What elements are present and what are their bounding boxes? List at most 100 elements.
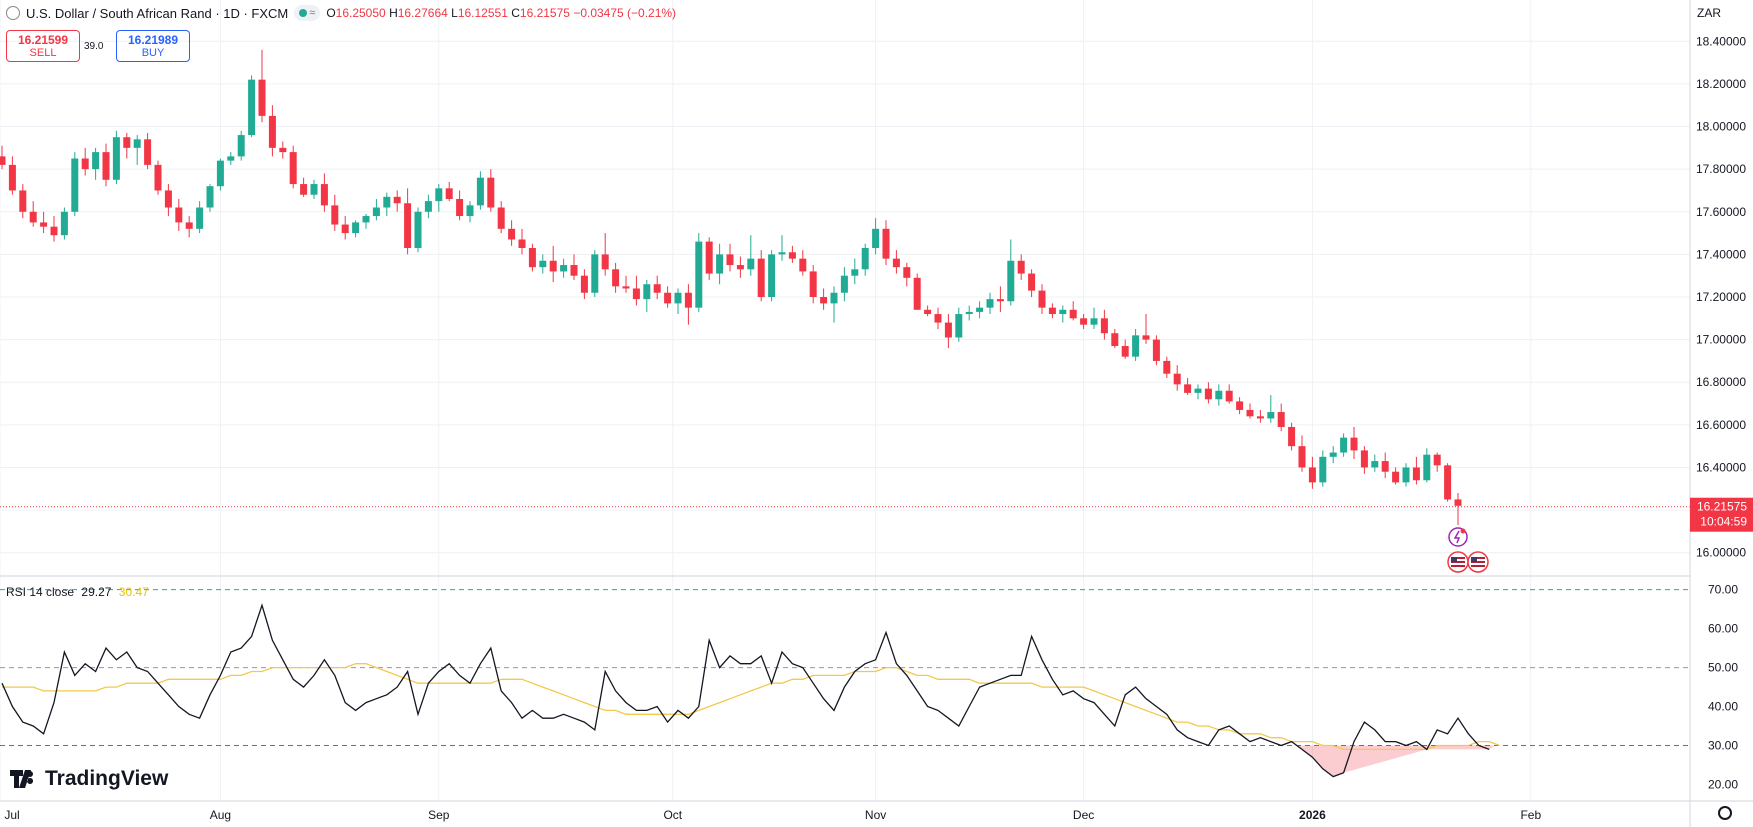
candle[interactable]	[435, 184, 443, 212]
candle[interactable]	[788, 245, 796, 263]
candle[interactable]	[840, 267, 848, 302]
candle[interactable]	[352, 220, 360, 238]
candle[interactable]	[1007, 239, 1015, 306]
candle[interactable]	[341, 216, 349, 240]
candle[interactable]	[1121, 339, 1129, 359]
candle[interactable]	[1236, 397, 1244, 415]
candle[interactable]	[268, 105, 276, 157]
candle[interactable]	[601, 233, 609, 276]
candle[interactable]	[175, 198, 183, 231]
candle[interactable]	[1423, 448, 1431, 483]
candle[interactable]	[1350, 426, 1358, 459]
candle[interactable]	[1163, 356, 1171, 378]
candle[interactable]	[1090, 307, 1098, 329]
candle[interactable]	[1204, 382, 1212, 404]
buy-button[interactable]: 16.21989 BUY	[116, 30, 190, 62]
candle[interactable]	[404, 188, 412, 255]
candle[interactable]	[539, 254, 547, 274]
candle[interactable]	[1381, 452, 1389, 479]
candle[interactable]	[1173, 365, 1181, 391]
candle[interactable]	[1142, 314, 1150, 344]
candle[interactable]	[476, 171, 484, 210]
candle[interactable]	[466, 201, 474, 223]
us-flag-event-icon[interactable]	[1467, 551, 1489, 573]
market-status-pill[interactable]: ≈	[294, 5, 321, 21]
candle[interactable]	[684, 284, 692, 325]
candle[interactable]	[248, 75, 256, 138]
candle[interactable]	[123, 132, 131, 159]
candle[interactable]	[289, 145, 297, 189]
candle[interactable]	[50, 216, 58, 242]
candle[interactable]	[622, 275, 630, 293]
candle[interactable]	[206, 184, 214, 212]
candle[interactable]	[518, 228, 526, 255]
candle[interactable]	[653, 275, 661, 300]
candle[interactable]	[1433, 452, 1441, 472]
candle[interactable]	[861, 243, 869, 276]
currency-selector[interactable]: ZAR	[1697, 6, 1721, 20]
candle[interactable]	[820, 288, 828, 310]
candle[interactable]	[903, 262, 911, 287]
sell-button[interactable]: 16.21599 SELL	[6, 30, 80, 62]
candle[interactable]	[92, 147, 100, 180]
candle[interactable]	[986, 292, 994, 315]
candle[interactable]	[445, 181, 453, 202]
tradingview-logo[interactable]: TradingView	[10, 767, 168, 791]
candle[interactable]	[1412, 456, 1420, 485]
candle[interactable]	[1215, 384, 1223, 406]
candle[interactable]	[716, 243, 724, 285]
candle[interactable]	[164, 184, 172, 217]
candle[interactable]	[913, 273, 921, 310]
candle[interactable]	[549, 245, 557, 283]
candle[interactable]	[996, 286, 1004, 312]
rsi-legend[interactable]: RSI 14 close 29.27 30.47	[6, 585, 149, 599]
candle[interactable]	[1371, 454, 1379, 472]
candle[interactable]	[508, 220, 516, 246]
candle[interactable]	[154, 160, 162, 195]
candle[interactable]	[882, 220, 890, 266]
candle[interactable]	[497, 201, 505, 234]
candle[interactable]	[1048, 303, 1056, 319]
candle[interactable]	[768, 250, 776, 302]
candle[interactable]	[872, 218, 880, 255]
candle[interactable]	[216, 158, 224, 191]
candle[interactable]	[456, 190, 464, 221]
rsi-ma-line[interactable]	[2, 663, 1500, 751]
candle[interactable]	[1100, 309, 1108, 340]
candle[interactable]	[1017, 254, 1025, 280]
candle[interactable]	[1392, 467, 1400, 485]
candle[interactable]	[1267, 395, 1275, 423]
candle[interactable]	[8, 156, 16, 195]
candle[interactable]	[965, 305, 973, 321]
candle[interactable]	[747, 235, 755, 276]
candle[interactable]	[1256, 409, 1264, 423]
candle[interactable]	[591, 250, 599, 297]
candle[interactable]	[144, 132, 152, 170]
candle[interactable]	[1319, 450, 1327, 487]
candle[interactable]	[726, 243, 734, 272]
candle[interactable]	[1454, 493, 1462, 525]
candle[interactable]	[424, 194, 432, 219]
candle[interactable]	[487, 169, 495, 212]
candle[interactable]	[1028, 269, 1036, 297]
candle[interactable]	[809, 265, 817, 304]
settings-gear-icon[interactable]	[1718, 806, 1732, 820]
candle[interactable]	[320, 173, 328, 212]
candle[interactable]	[40, 211, 48, 234]
candle[interactable]	[279, 141, 287, 159]
candle[interactable]	[528, 243, 536, 272]
candle[interactable]	[81, 147, 89, 176]
candle[interactable]	[1444, 463, 1452, 502]
candle[interactable]	[1329, 446, 1337, 464]
symbol-title[interactable]: U.S. Dollar / South African Rand · 1D · …	[26, 5, 289, 21]
candle[interactable]	[934, 307, 942, 329]
candle[interactable]	[612, 262, 620, 293]
candle[interactable]	[1194, 384, 1202, 400]
rsi-line[interactable]	[1, 603, 1490, 778]
candle[interactable]	[29, 201, 37, 227]
candle[interactable]	[674, 288, 682, 315]
candle[interactable]	[60, 207, 68, 240]
candle[interactable]	[1298, 435, 1306, 472]
candle[interactable]	[133, 135, 141, 165]
candle[interactable]	[196, 201, 204, 234]
